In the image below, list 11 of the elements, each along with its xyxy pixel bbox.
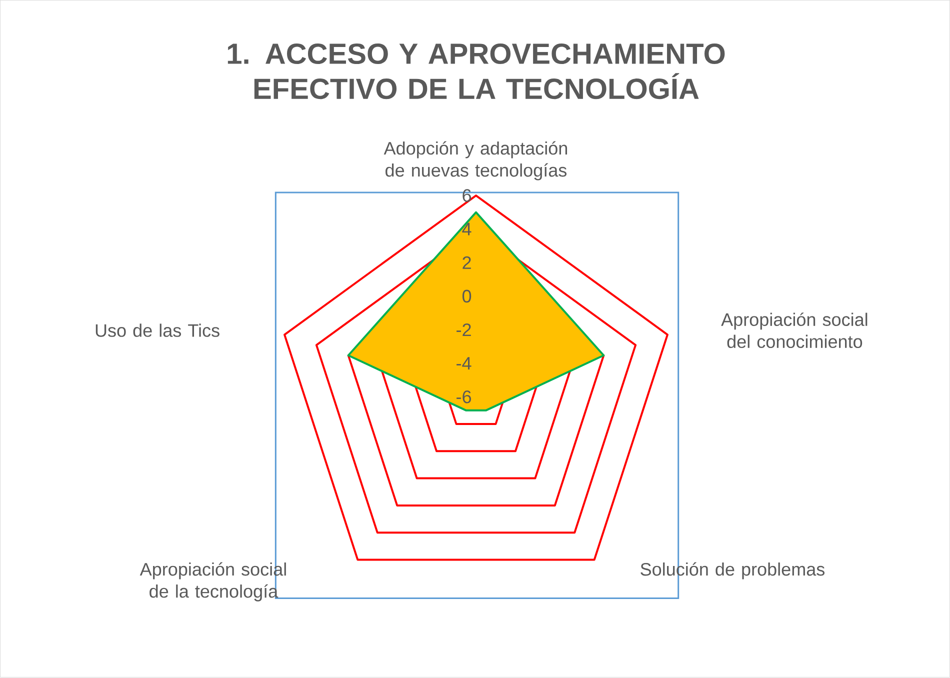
spoke-label: Apropiación social del conocimiento — [721, 312, 868, 348]
y-tick-label: 6 — [462, 189, 472, 202]
y-tick-label: 4 — [462, 223, 472, 236]
chart-title: 1. ACCESO Y APROVECHAMIENTO EFECTIVO DE LA TECNOLOGÍA — [228, 44, 725, 100]
y-tick-label: 2 — [462, 256, 471, 270]
spoke-label: Uso de las Tics — [96, 324, 220, 338]
spoke-label: Adopción y adaptación de nuevas tecnologías — [384, 141, 568, 181]
y-tick-label: -4 — [456, 357, 472, 370]
y-tick-label: -2 — [456, 324, 471, 336]
y-tick-label: 0 — [462, 290, 472, 303]
y-tick-label: -6 — [456, 390, 472, 404]
